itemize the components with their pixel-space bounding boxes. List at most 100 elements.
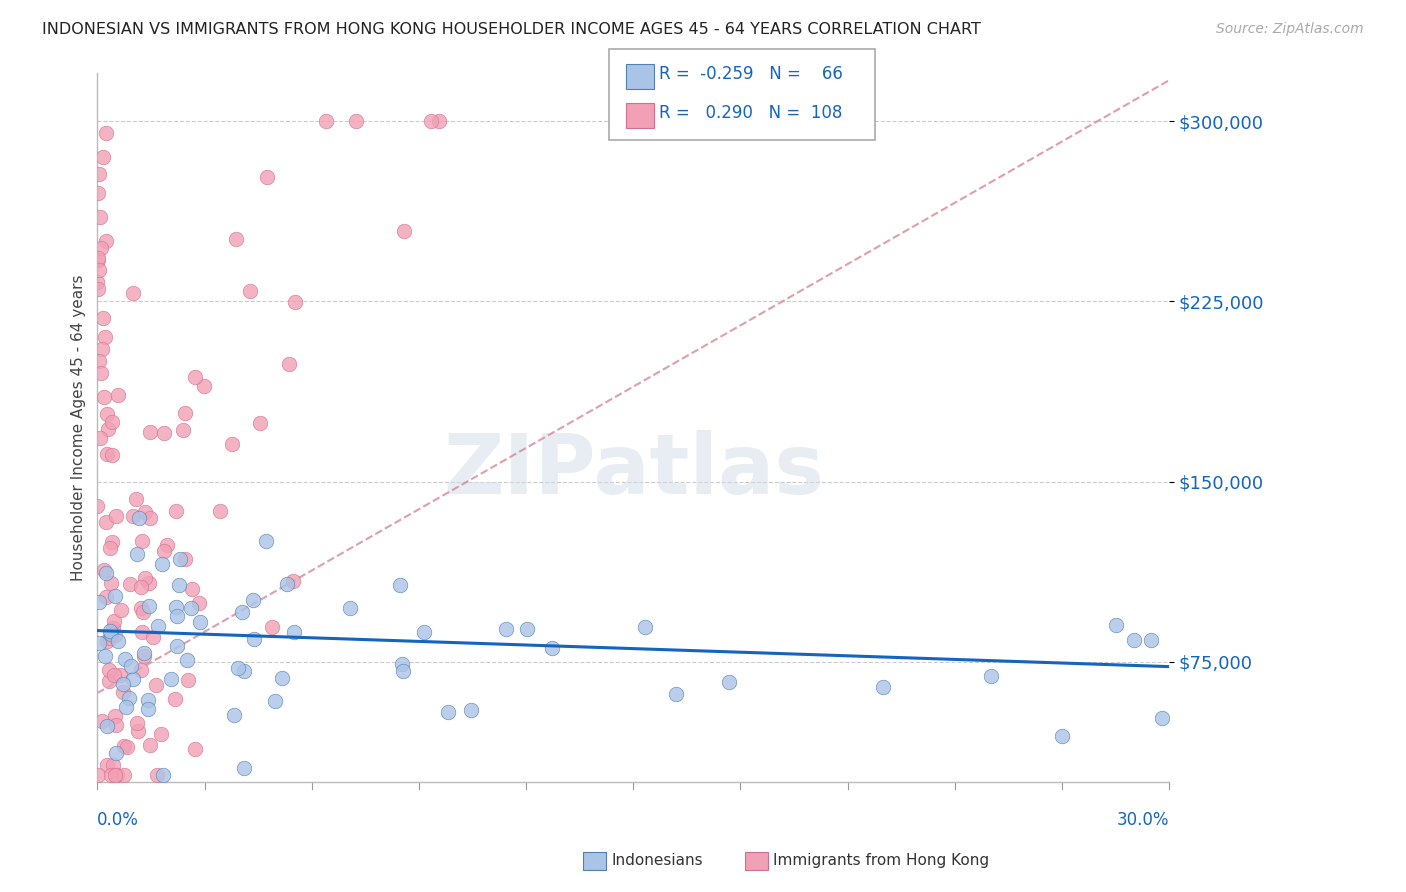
Point bbox=[427, 114, 450, 128]
Point bbox=[121, 509, 143, 524]
Point bbox=[138, 599, 160, 613]
Point bbox=[91, 714, 114, 728]
Point bbox=[1122, 633, 1144, 648]
Point bbox=[391, 657, 413, 672]
Point bbox=[96, 758, 118, 772]
Point bbox=[242, 593, 264, 607]
Point bbox=[1140, 633, 1163, 648]
Point bbox=[107, 633, 129, 648]
Point bbox=[412, 625, 434, 640]
Point bbox=[129, 600, 152, 615]
Point bbox=[97, 673, 120, 688]
Point bbox=[270, 671, 292, 685]
Point bbox=[717, 675, 740, 690]
Point bbox=[174, 406, 197, 420]
Point bbox=[283, 574, 305, 588]
Point bbox=[166, 639, 188, 653]
Point bbox=[283, 625, 305, 640]
Point bbox=[344, 114, 367, 128]
Point bbox=[96, 516, 118, 530]
Point bbox=[180, 582, 202, 597]
Point bbox=[98, 663, 121, 677]
Point bbox=[110, 602, 132, 616]
Point bbox=[389, 578, 412, 592]
Point bbox=[100, 627, 122, 641]
Point bbox=[104, 709, 127, 723]
Point bbox=[264, 694, 287, 708]
Point bbox=[145, 768, 167, 782]
Point bbox=[167, 578, 190, 592]
Point bbox=[98, 631, 121, 645]
Point bbox=[872, 680, 894, 694]
Point bbox=[142, 631, 165, 645]
Point bbox=[86, 768, 108, 782]
Point bbox=[209, 504, 232, 518]
Point bbox=[129, 580, 152, 594]
Point bbox=[176, 653, 198, 667]
Point bbox=[104, 508, 127, 523]
Point bbox=[276, 577, 298, 591]
Point bbox=[184, 370, 207, 384]
Point bbox=[153, 426, 176, 441]
Point bbox=[145, 678, 167, 692]
Point bbox=[100, 448, 122, 462]
Point bbox=[188, 615, 211, 629]
Point bbox=[125, 547, 148, 561]
Point bbox=[169, 552, 191, 566]
Point bbox=[139, 738, 162, 752]
Point bbox=[541, 641, 564, 656]
Point bbox=[129, 663, 152, 677]
Text: 30.0%: 30.0% bbox=[1116, 811, 1170, 829]
Point bbox=[128, 510, 150, 524]
Point bbox=[100, 575, 122, 590]
Point bbox=[183, 742, 205, 756]
Point bbox=[105, 768, 128, 782]
Point bbox=[1152, 711, 1174, 725]
Point bbox=[96, 566, 118, 581]
Point bbox=[136, 693, 159, 707]
Point bbox=[86, 499, 108, 513]
Y-axis label: Householder Income Ages 45 - 64 years: Householder Income Ages 45 - 64 years bbox=[72, 274, 86, 581]
Point bbox=[96, 719, 118, 733]
Point bbox=[132, 649, 155, 664]
Point bbox=[107, 388, 129, 402]
Text: 0.0%: 0.0% bbox=[97, 811, 139, 829]
Point bbox=[104, 589, 127, 603]
Point bbox=[122, 672, 145, 686]
Point bbox=[108, 667, 131, 681]
Point bbox=[105, 718, 128, 732]
Text: Indonesians: Indonesians bbox=[612, 854, 703, 868]
Point bbox=[127, 723, 149, 738]
Point bbox=[392, 224, 415, 238]
Point bbox=[249, 417, 271, 431]
Point bbox=[180, 601, 202, 615]
Point bbox=[150, 727, 173, 741]
Point bbox=[98, 624, 121, 638]
Point bbox=[131, 534, 153, 549]
Point bbox=[239, 284, 262, 298]
Point bbox=[96, 634, 118, 648]
Point bbox=[152, 768, 174, 782]
Point bbox=[176, 673, 198, 687]
Point bbox=[224, 707, 246, 722]
Point bbox=[1104, 618, 1126, 632]
Point bbox=[86, 282, 108, 296]
Point bbox=[104, 768, 127, 782]
Point bbox=[150, 557, 173, 571]
Point bbox=[131, 625, 153, 640]
Point bbox=[89, 210, 111, 224]
Point bbox=[87, 186, 110, 201]
Point bbox=[193, 379, 215, 393]
Text: Source: ZipAtlas.com: Source: ZipAtlas.com bbox=[1216, 22, 1364, 37]
Point bbox=[89, 431, 111, 445]
Point bbox=[91, 150, 114, 164]
Point bbox=[124, 492, 146, 507]
Point bbox=[392, 664, 415, 678]
Point bbox=[87, 636, 110, 650]
Point bbox=[87, 251, 110, 265]
Point bbox=[87, 354, 110, 368]
Point bbox=[515, 622, 537, 636]
Point bbox=[420, 114, 443, 128]
Point bbox=[93, 391, 115, 405]
Point bbox=[436, 705, 458, 719]
